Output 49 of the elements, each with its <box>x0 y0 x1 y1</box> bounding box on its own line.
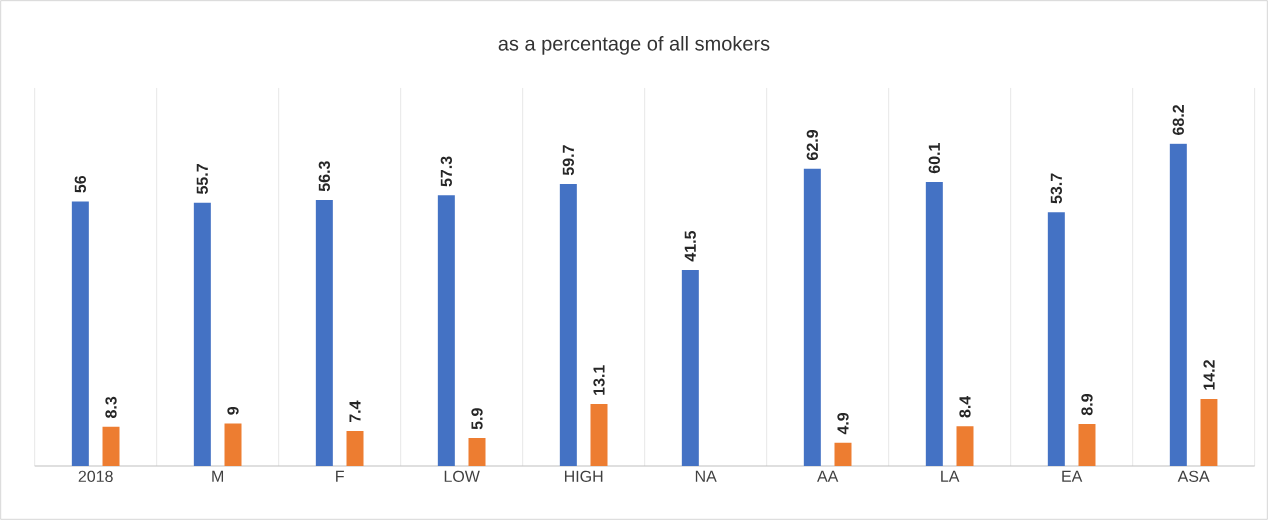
bar <box>1078 423 1096 466</box>
data-label: 41.5 <box>684 230 696 262</box>
data-label: 57.3 <box>440 156 453 187</box>
x-tick-label: F <box>336 470 344 482</box>
x-tick-label: LA <box>941 470 960 482</box>
data-label: 8.9 <box>1081 394 1093 416</box>
bar <box>925 182 943 466</box>
x-tick-label: HIGH <box>564 470 603 483</box>
data-label: 4.9 <box>837 412 849 435</box>
data-label: 5.9 <box>471 408 483 430</box>
data-label: 62.9 <box>806 129 818 160</box>
data-label: 55.7 <box>196 164 208 195</box>
x-tick-label: M <box>212 470 224 482</box>
bar <box>346 431 364 466</box>
x-tick-label: EA <box>1062 470 1083 482</box>
data-label: 56.3 <box>318 161 331 192</box>
data-label: 9 <box>227 406 239 415</box>
bar <box>803 168 821 466</box>
bar <box>437 195 455 466</box>
data-label: 8.3 <box>105 396 117 418</box>
bar <box>193 202 211 466</box>
data-label: 14.2 <box>1203 360 1215 390</box>
bar <box>468 438 486 466</box>
x-tick-label: LOW <box>444 470 480 483</box>
x-tick-label: NA <box>695 470 717 482</box>
bar <box>956 426 974 466</box>
data-label: 68.2 <box>1172 104 1184 135</box>
bar <box>681 269 699 466</box>
chart-title: as a percentage of all smokers <box>498 36 770 55</box>
bar <box>102 426 120 466</box>
data-label: 53.7 <box>1050 173 1063 204</box>
data-label: 59.7 <box>562 145 574 176</box>
data-label: 56 <box>74 175 86 193</box>
bar <box>1200 398 1218 466</box>
x-tick-label: ASA <box>1177 470 1210 483</box>
bar <box>1169 143 1187 466</box>
bar <box>559 183 577 466</box>
data-label: 8.4 <box>959 395 971 418</box>
x-tick-label: AA <box>817 470 839 482</box>
bar <box>590 404 608 466</box>
bar <box>224 423 242 466</box>
data-label: 7.4 <box>349 400 361 423</box>
x-tick-label: 2018 <box>78 470 113 483</box>
bar <box>834 442 852 466</box>
bar <box>1047 212 1065 466</box>
data-label: 13.1 <box>593 365 605 395</box>
bar <box>315 199 333 466</box>
bar <box>71 201 89 466</box>
data-label: 60.1 <box>928 143 940 174</box>
